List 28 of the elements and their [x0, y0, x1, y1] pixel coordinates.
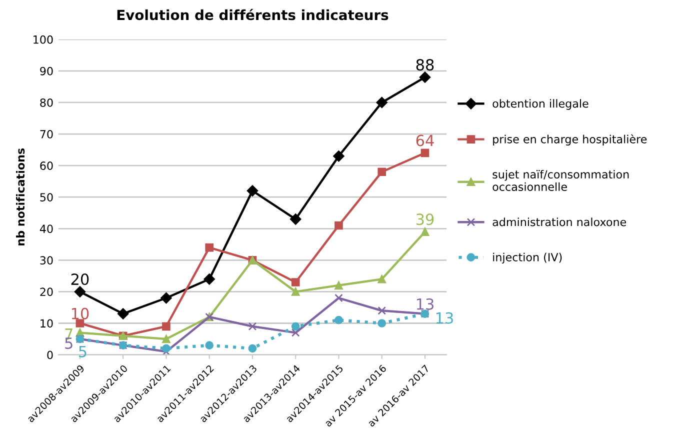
data-label: 13 — [416, 298, 434, 310]
legend-label: sujet naïf/consommation occasionnelle — [492, 170, 629, 191]
data-label: 39 — [416, 214, 434, 226]
data-label: 64 — [416, 134, 434, 146]
y-tick-label: 60 — [40, 162, 53, 170]
y-axis-title: nb notifications — [16, 148, 25, 246]
legend-label: prise en charge hospitalière — [493, 134, 647, 146]
data-label: 5 — [65, 338, 72, 349]
data-label: 13 — [436, 312, 453, 324]
y-tick-label: 90 — [40, 66, 53, 76]
y-tick-label: 70 — [40, 130, 53, 138]
y-tick-label: 100 — [34, 35, 53, 44]
legend-label: obtention illegale — [492, 99, 588, 110]
y-tick-label: 50 — [40, 193, 53, 202]
data-label: 7 — [65, 328, 72, 340]
data-label: 20 — [71, 273, 89, 286]
y-tick-label: 0 — [47, 350, 53, 360]
legend-label: injection (IV) — [493, 252, 562, 264]
y-tick-label: 80 — [40, 98, 53, 107]
y-tick-label: 10 — [40, 319, 53, 328]
y-tick-label: 40 — [40, 224, 53, 234]
chart-title: Evolution de différents indicateurs — [117, 8, 388, 20]
data-label: 88 — [416, 59, 434, 71]
y-tick-label: 30 — [40, 256, 53, 265]
y-tick-label: 20 — [40, 288, 53, 296]
data-label: 5 — [79, 346, 86, 358]
legend-label: administration naloxone — [492, 218, 626, 226]
data-label: 10 — [72, 308, 89, 320]
